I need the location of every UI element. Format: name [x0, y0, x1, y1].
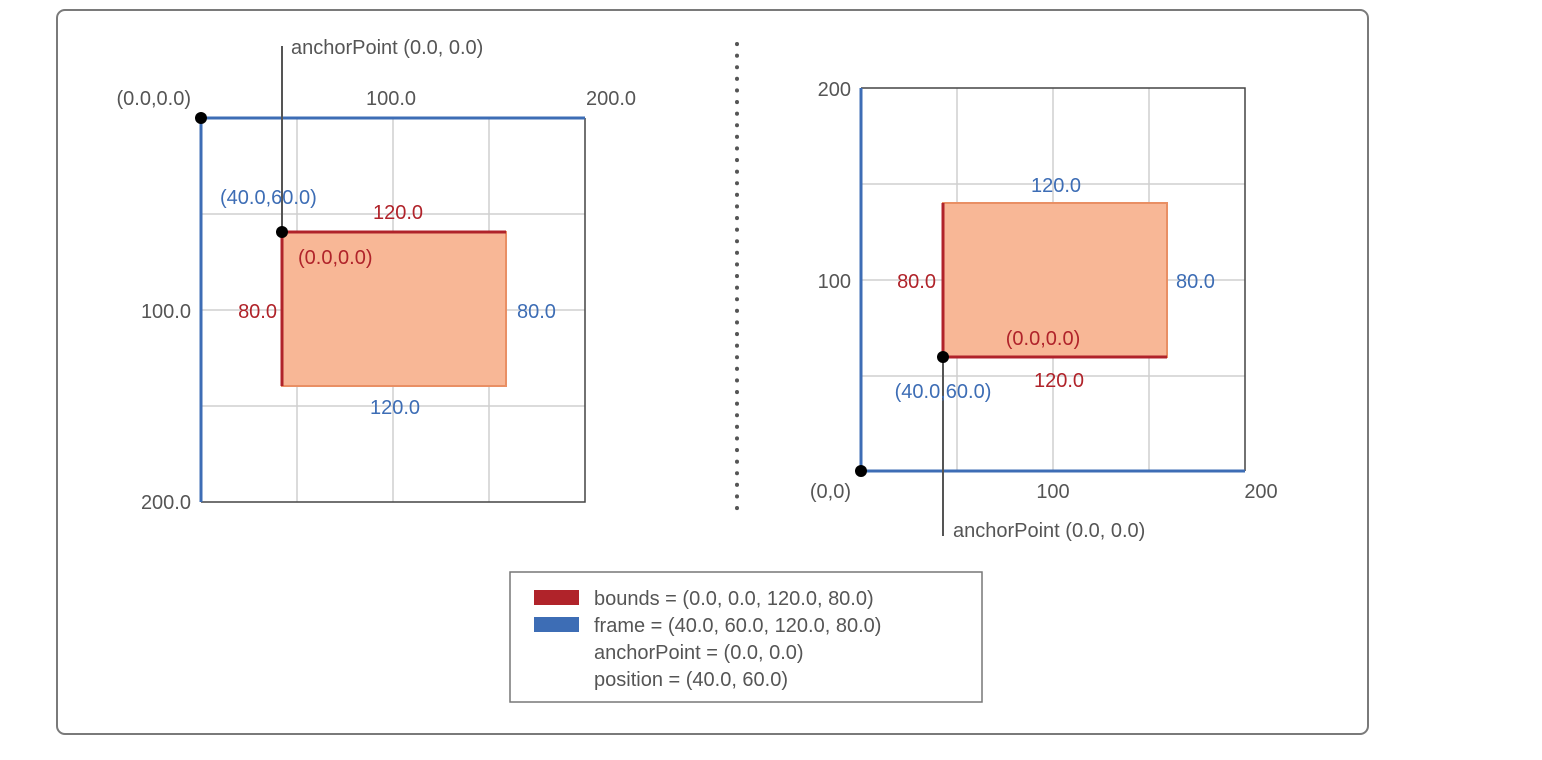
left-x-tick-label: 200.0	[586, 88, 636, 110]
right-layer-rect	[942, 202, 1168, 358]
right-bounds-height-label: 80.0	[897, 271, 936, 293]
outer-panel	[56, 9, 1369, 735]
right-diagram: 200 100 (0,0) 100 200 120.0 80.0 80.0 (0…	[810, 79, 1278, 542]
left-origin-dot	[195, 112, 207, 124]
left-bounds-width-label: 120.0	[373, 202, 423, 224]
legend-box	[509, 571, 983, 703]
legend-bounds-text: bounds = (0.0, 0.0, 120.0, 80.0)	[594, 588, 874, 610]
right-x-tick-label: 200	[1244, 481, 1277, 503]
left-y-tick-label: 200.0	[141, 492, 191, 514]
left-x-tick-label: 100.0	[366, 88, 416, 110]
left-layer-rect	[281, 231, 507, 387]
legend-swatch-bounds	[534, 590, 579, 605]
left-bounds-height-label: 80.0	[238, 301, 277, 323]
left-axis-frame	[201, 118, 586, 503]
right-bounds-width-label: 120.0	[1034, 370, 1084, 392]
left-frame-height-label: 80.0	[517, 301, 556, 323]
right-frame-height-label: 80.0	[1176, 271, 1215, 293]
right-anchor-dot	[937, 351, 949, 363]
left-anchor-dot	[276, 226, 288, 238]
left-y-tick-label: 100.0	[141, 301, 191, 323]
right-origin-dot	[855, 465, 867, 477]
left-bounds-origin-label: (0.0,0.0)	[298, 247, 372, 269]
left-origin-label: (0.0,0.0)	[117, 88, 191, 110]
right-axis-frame	[861, 87, 1246, 471]
left-diagram: anchorPoint (0.0, 0.0) (0.0,0.0) 100.0 2…	[117, 37, 637, 514]
left-frame-origin-label: (40.0,60.0)	[220, 187, 317, 209]
legend-swatch-frame	[534, 617, 579, 632]
right-x-tick-label: 100	[1036, 481, 1069, 503]
legend-anchor-text: anchorPoint = (0.0, 0.0)	[594, 642, 804, 664]
right-y-tick-label: 100	[818, 271, 851, 293]
legend-frame-text: frame = (40.0, 60.0, 120.0, 80.0)	[594, 615, 881, 637]
left-frame-width-label: 120.0	[370, 397, 420, 419]
legend-position-text: position = (40.0, 60.0)	[594, 669, 788, 691]
right-y-tick-label: 200	[818, 79, 851, 101]
legend: bounds = (0.0, 0.0, 120.0, 80.0) frame =…	[509, 571, 983, 703]
right-frame-width-label: 120.0	[1031, 175, 1081, 197]
right-anchor-label: anchorPoint (0.0, 0.0)	[953, 520, 1145, 542]
right-frame-origin-label: (40.0,60.0)	[895, 381, 992, 403]
right-origin-label: (0,0)	[810, 481, 851, 503]
left-anchor-label: anchorPoint (0.0, 0.0)	[291, 37, 483, 59]
right-bounds-origin-label: (0.0,0.0)	[1006, 328, 1080, 350]
